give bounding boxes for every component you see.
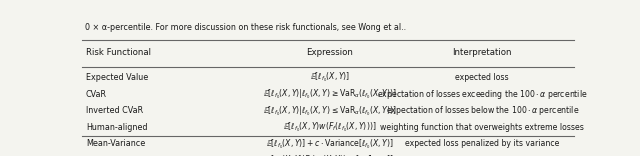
Text: CVaR: CVaR xyxy=(86,90,107,99)
Text: Human-aligned: Human-aligned xyxy=(86,123,147,132)
Text: Expected Value: Expected Value xyxy=(86,73,148,82)
Text: expectation of losses exceeding the $100 \cdot \alpha$ percentile: expectation of losses exceeding the $100… xyxy=(377,88,588,101)
Text: $\mathbb{E}[\ell_{f_0}(X,Y)w(F_f(\ell_{f_0}(X,Y)))]$: $\mathbb{E}[\ell_{f_0}(X,Y)w(F_f(\ell_{f… xyxy=(283,121,376,134)
Text: $\mathbb{E}[\ell_{f_0}(X,Y)|\ell_{f_0}(X,Y) \leq \mathrm{VaR}_{\alpha}(\ell_{f_0: $\mathbb{E}[\ell_{f_0}(X,Y)|\ell_{f_0}(X… xyxy=(263,104,397,117)
Text: Interpretation: Interpretation xyxy=(452,49,512,57)
Text: Risk Functional: Risk Functional xyxy=(86,49,151,57)
Text: $\mathbb{E}[\ell_{f_0}(X,Y)]$: $\mathbb{E}[\ell_{f_0}(X,Y)]$ xyxy=(310,71,350,84)
Text: $\mathbb{E}[\ell_{f_0}(X,Y)|\ell_{f_0}(X,Y) \geq \mathrm{VaR}_{\alpha}(\ell_{f_0: $\mathbb{E}[\ell_{f_0}(X,Y)|\ell_{f_0}(X… xyxy=(263,87,397,101)
Text: $\mathbb{E}[\ell_{f_0}(X,Y)] + c \cdot \mathrm{Variance}[\ell_{f_0}(X,Y)]$: $\mathbb{E}[\ell_{f_0}(X,Y)] + c \cdot \… xyxy=(266,137,394,151)
Text: Mean-Variance: Mean-Variance xyxy=(86,139,145,148)
Text: $\mathbb{E}[\ell_{f_0}(X,Y)|F_f(\ell_{f_0}(X,Y)) \in [\alpha, 1-\alpha]]$: $\mathbb{E}[\ell_{f_0}(X,Y)|F_f(\ell_{f_… xyxy=(266,154,394,156)
Text: expected loss penalized by its variance: expected loss penalized by its variance xyxy=(405,139,559,148)
Text: expectation of losses below the $100 \cdot \alpha$ percentile: expectation of losses below the $100 \cd… xyxy=(385,104,579,117)
Text: 0 × α-percentile. For more discussion on these risk functionals, see Wong et al.: 0 × α-percentile. For more discussion on… xyxy=(85,23,406,32)
Text: Inverted CVaR: Inverted CVaR xyxy=(86,106,143,115)
Text: expected loss: expected loss xyxy=(456,73,509,82)
Text: Expression: Expression xyxy=(307,49,353,57)
Text: weighting function that overweights extreme losses: weighting function that overweights extr… xyxy=(380,123,584,132)
